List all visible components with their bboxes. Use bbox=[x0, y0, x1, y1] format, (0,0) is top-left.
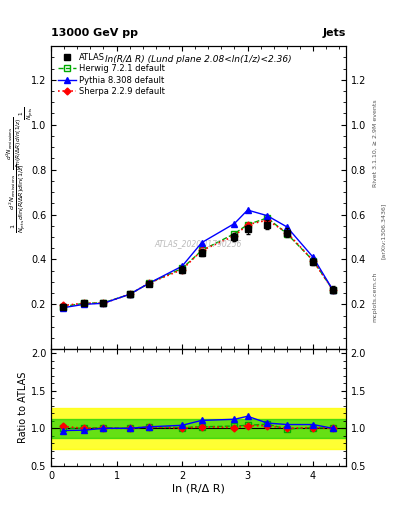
Text: ln(R/Δ R) (Lund plane 2.08<ln(1/z)<2.36): ln(R/Δ R) (Lund plane 2.08<ln(1/z)<2.36) bbox=[105, 55, 292, 64]
Text: [arXiv:1306.3436]: [arXiv:1306.3436] bbox=[381, 202, 386, 259]
Bar bbox=[51, 408, 346, 449]
Legend: ATLAS, Herwig 7.2.1 default, Pythia 8.308 default, Sherpa 2.2.9 default: ATLAS, Herwig 7.2.1 default, Pythia 8.30… bbox=[55, 50, 168, 99]
Text: Rivet 3.1.10, ≥ 2.9M events: Rivet 3.1.10, ≥ 2.9M events bbox=[373, 99, 378, 187]
Text: 13000 GeV pp: 13000 GeV pp bbox=[51, 28, 138, 38]
Text: $\frac{1}{N_{\rm jets}}$: $\frac{1}{N_{\rm jets}}$ bbox=[18, 105, 36, 120]
Y-axis label: Ratio to ATLAS: Ratio to ATLAS bbox=[18, 372, 28, 443]
X-axis label: ln (R/Δ R): ln (R/Δ R) bbox=[172, 483, 225, 494]
Text: Jets: Jets bbox=[323, 28, 346, 38]
Text: ATLAS_2020_I1790256: ATLAS_2020_I1790256 bbox=[155, 239, 242, 248]
Bar bbox=[51, 418, 346, 438]
Y-axis label: $\frac{1}{N_{\mathrm{jets}}}\frac{d^{2}N_{\mathrm{emissions}}}{d\ln(R/\Delta R)d: $\frac{1}{N_{\mathrm{jets}}}\frac{d^{2}N… bbox=[7, 163, 28, 232]
Text: mcplots.cern.ch: mcplots.cern.ch bbox=[373, 272, 378, 322]
Text: $\frac{d^{2}N_{\rm emissions}}{dln(R/\Delta R)\,dln(1/z)}$: $\frac{d^{2}N_{\rm emissions}}{dln(R/\De… bbox=[4, 117, 24, 170]
